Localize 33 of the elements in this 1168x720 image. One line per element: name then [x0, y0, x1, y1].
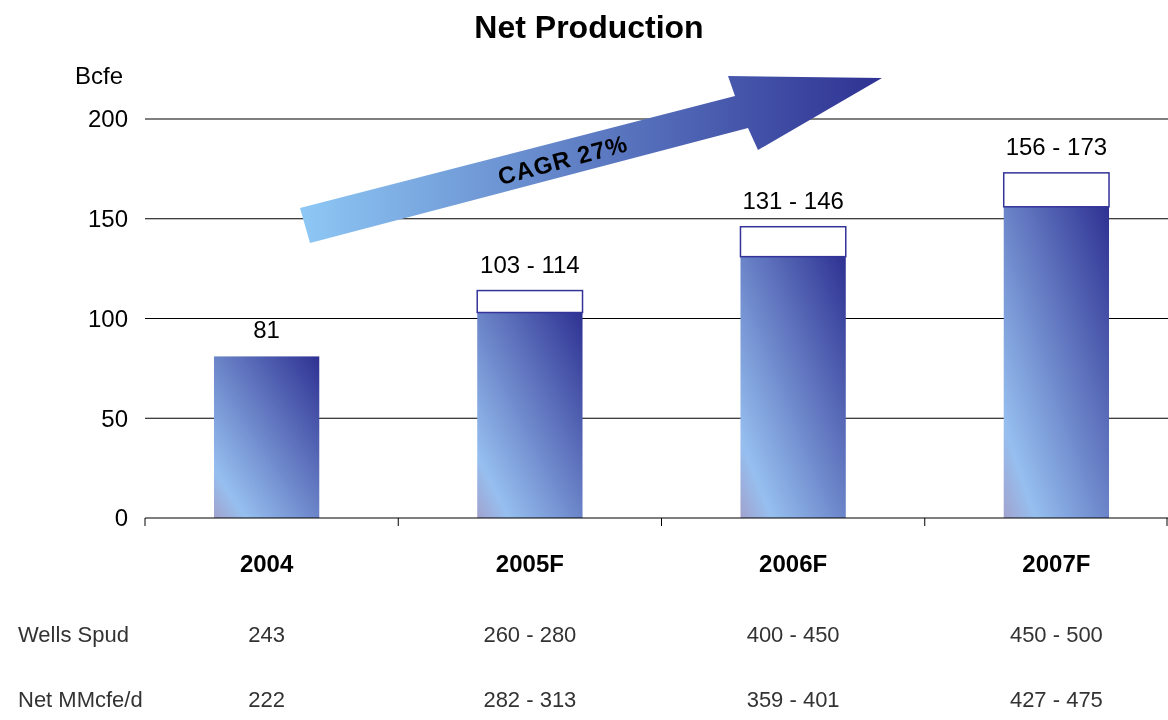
text: 400 - 450 — [746, 622, 840, 647]
y-tick-label: 50 — [101, 404, 128, 432]
bar — [213, 356, 320, 518]
text: 260 - 280 — [483, 622, 577, 647]
text: 450 - 500 — [1009, 622, 1103, 647]
x-tick-label: 2005F — [495, 550, 564, 577]
total-label: 103 - 114 — [480, 250, 580, 278]
chart-title: Net Production — [474, 9, 704, 45]
y-tick-label: 100 — [87, 304, 128, 332]
x-tick-label: 2004 — [239, 550, 294, 577]
bar — [740, 256, 846, 518]
bar — [1003, 206, 1110, 518]
bar — [476, 289, 584, 314]
text: 282 - 313 — [483, 687, 577, 712]
text: 359 - 401 — [746, 687, 840, 712]
y-tick-label: 150 — [87, 205, 128, 233]
annotation: CAGR 27% — [494, 129, 631, 191]
total-label: 81 — [253, 316, 280, 344]
text: 427 - 475 — [1009, 687, 1103, 712]
bar — [739, 225, 847, 258]
x-tick-label: 2006F — [759, 550, 828, 577]
bar — [477, 312, 583, 518]
text: 222 — [248, 687, 285, 712]
y-axis-title: Bcfe — [75, 62, 124, 89]
x-tick-label: 2007F — [1022, 550, 1091, 577]
y-tick-label: 200 — [87, 105, 128, 133]
total-label: 131 - 146 — [742, 186, 844, 214]
total-label: 156 - 173 — [1005, 132, 1108, 160]
text: 243 — [248, 622, 285, 647]
y-tick-label: 0 — [114, 504, 128, 532]
bar — [1002, 172, 1110, 208]
text: Net MMcfe/d — [18, 687, 143, 712]
text: Wells Spud — [18, 622, 129, 647]
